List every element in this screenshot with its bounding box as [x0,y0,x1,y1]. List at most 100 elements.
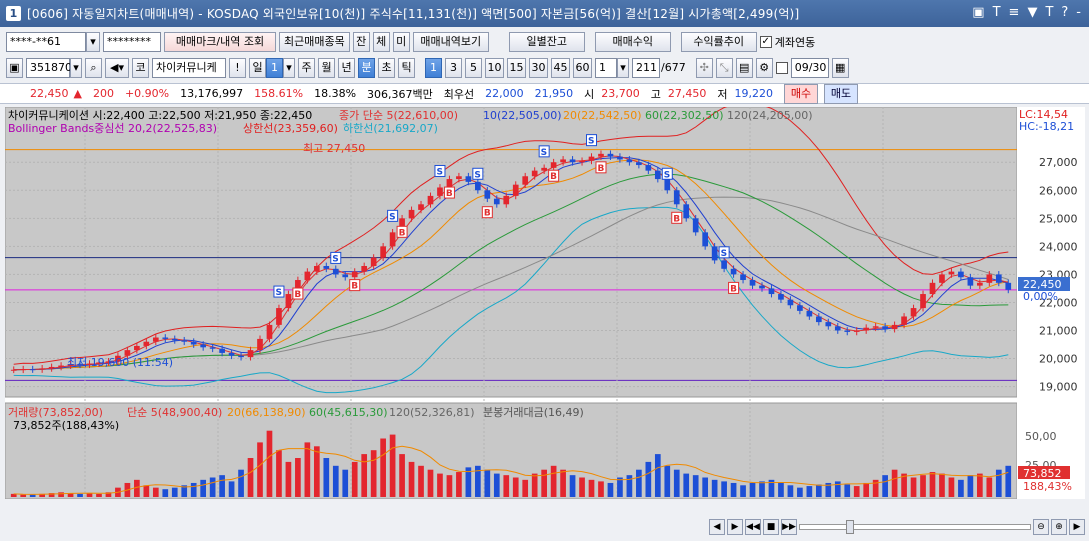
candle-body [920,294,926,309]
buy-button[interactable]: 매수 [784,83,819,104]
unfilled-button[interactable]: 미 [392,32,410,52]
period-tick-button[interactable]: 틱 [398,57,415,78]
interval-10-button[interactable]: 10 [485,57,504,78]
volume-bar [465,467,472,497]
interval-15-button[interactable]: 15 [507,57,526,78]
vol-current-tag-bg [1018,466,1070,479]
bar-count-input[interactable]: 211 [632,57,660,78]
password-input[interactable]: ******** [103,32,161,52]
calendar-icon[interactable]: ▦ [831,57,849,78]
period-minute-button[interactable]: 분 [358,57,375,78]
volume-bar [96,493,102,497]
text-icon[interactable]: T [992,5,1001,20]
sell-button[interactable]: 매도 [824,83,859,104]
zoom-slider[interactable] [799,520,1031,534]
volume-bar [342,469,349,497]
save-icon[interactable]: ▤ [735,57,753,78]
code-dropdown-icon[interactable]: ▾ [70,57,82,78]
zoom-in-icon[interactable]: ⊕ [1051,519,1067,535]
zoom-slider-thumb[interactable] [846,520,854,534]
search-icon[interactable]: ⌕ [85,57,102,78]
volume-bar [295,458,301,497]
svg-text:B: B [446,189,453,199]
trade-view-button[interactable]: 매매내역보기 [412,32,489,52]
date-checkbox[interactable] [775,61,788,74]
interval-3-button[interactable]: 3 [445,57,462,78]
zoom-out-icon[interactable]: ⊖ [1033,519,1049,535]
interval-1-button[interactable]: 1 [425,57,442,78]
trade-profit-button[interactable]: 매매수익 [594,32,671,52]
interval-60-button[interactable]: 60 [573,57,592,78]
period-day-button[interactable]: 일 [249,57,266,78]
filled-button[interactable]: 체 [372,32,390,52]
stop-icon[interactable]: ■ [763,519,779,535]
volume-bar [664,465,671,497]
period-dropdown-icon[interactable]: ▾ [283,57,295,78]
account-dropdown-icon[interactable]: ▾ [86,32,100,52]
line-tool-icon[interactable]: ⤡ [715,57,733,78]
interval-5-button[interactable]: 5 [465,57,482,78]
period-num-select[interactable]: 1 [266,57,283,78]
period-week-button[interactable]: 주 [298,57,315,78]
dropdown-icon[interactable]: ▼ [1027,5,1038,20]
volume-bar [560,469,566,497]
candle-body [456,176,462,180]
svg-text:B: B [550,172,557,182]
font-icon[interactable]: T [1045,5,1054,20]
candle-body [626,159,633,163]
interval-dropdown-icon[interactable]: ▾ [617,57,629,78]
help-icon[interactable]: ? [1061,5,1069,20]
interval-select[interactable]: 1 [595,57,617,78]
candle-body [389,232,396,247]
scroll-left-icon[interactable]: ◀ [709,519,725,535]
stock-code-input[interactable]: 351870 [26,57,72,78]
candle-body [958,271,964,278]
menu-icon[interactable]: ≡ [1008,5,1020,20]
minimize-icon[interactable]: - [1076,5,1081,20]
restore-icon[interactable]: ▣ [972,5,985,20]
scroll-right-icon[interactable]: ▶ [1069,519,1085,535]
sell-signal-marker: S [538,145,550,158]
market-badge[interactable]: 코 [132,57,149,78]
volume-bar [550,465,557,497]
window-controls: ▣ T ≡ ▼ T ? - [972,5,1081,20]
price-tick-label: 26,000 [1039,184,1078,197]
trade-mark-query-button[interactable]: 매매마크/내역 조회 [164,32,276,52]
volume-bar [238,469,244,497]
volume-bar [219,475,225,497]
chart-type-icon[interactable]: ▣ [6,57,23,78]
interval-45-button[interactable]: 45 [551,57,570,78]
speaker-icon[interactable]: ◀▾ [105,57,129,78]
volume-bar [512,477,519,497]
recent-trade-button[interactable]: 최근매매종목 [279,32,350,52]
balance-button[interactable]: 잔 [352,32,370,52]
period-month-button[interactable]: 월 [318,57,335,78]
account-input[interactable]: ****-**61 [6,32,86,52]
alert-button[interactable]: ! [229,57,246,78]
candle-body [143,341,150,346]
candle-body [730,268,737,275]
volume-bar [531,473,538,497]
account-link-checkbox[interactable]: ✓ [759,36,772,48]
gear-icon[interactable]: ⚙ [755,57,773,78]
candle-body [901,316,907,325]
daily-balance-button[interactable]: 일별잔고 [508,32,585,52]
fast-forward-icon[interactable]: ▶▶ [781,519,797,535]
period-year-button[interactable]: 년 [338,57,355,78]
quote-bar: 22,450 ▲ 200 +0.90% 13,176,997 158.61% 1… [0,83,1089,104]
interval-30-button[interactable]: 30 [529,57,548,78]
period-second-button[interactable]: 초 [378,57,395,78]
date-input[interactable]: 09/30 [790,57,829,78]
candle-body [475,181,481,191]
rewind-icon[interactable]: ◀◀ [745,519,761,535]
svg-text:S: S [275,288,281,298]
candle-body [825,322,832,327]
low-label: 저 [717,87,728,101]
crosshair-icon[interactable]: ✣ [695,57,713,78]
return-trend-button[interactable]: 수익률추이 [680,32,757,52]
candle-body [664,179,671,191]
play-icon[interactable]: ▶ [727,519,743,535]
candle-body [711,246,718,261]
